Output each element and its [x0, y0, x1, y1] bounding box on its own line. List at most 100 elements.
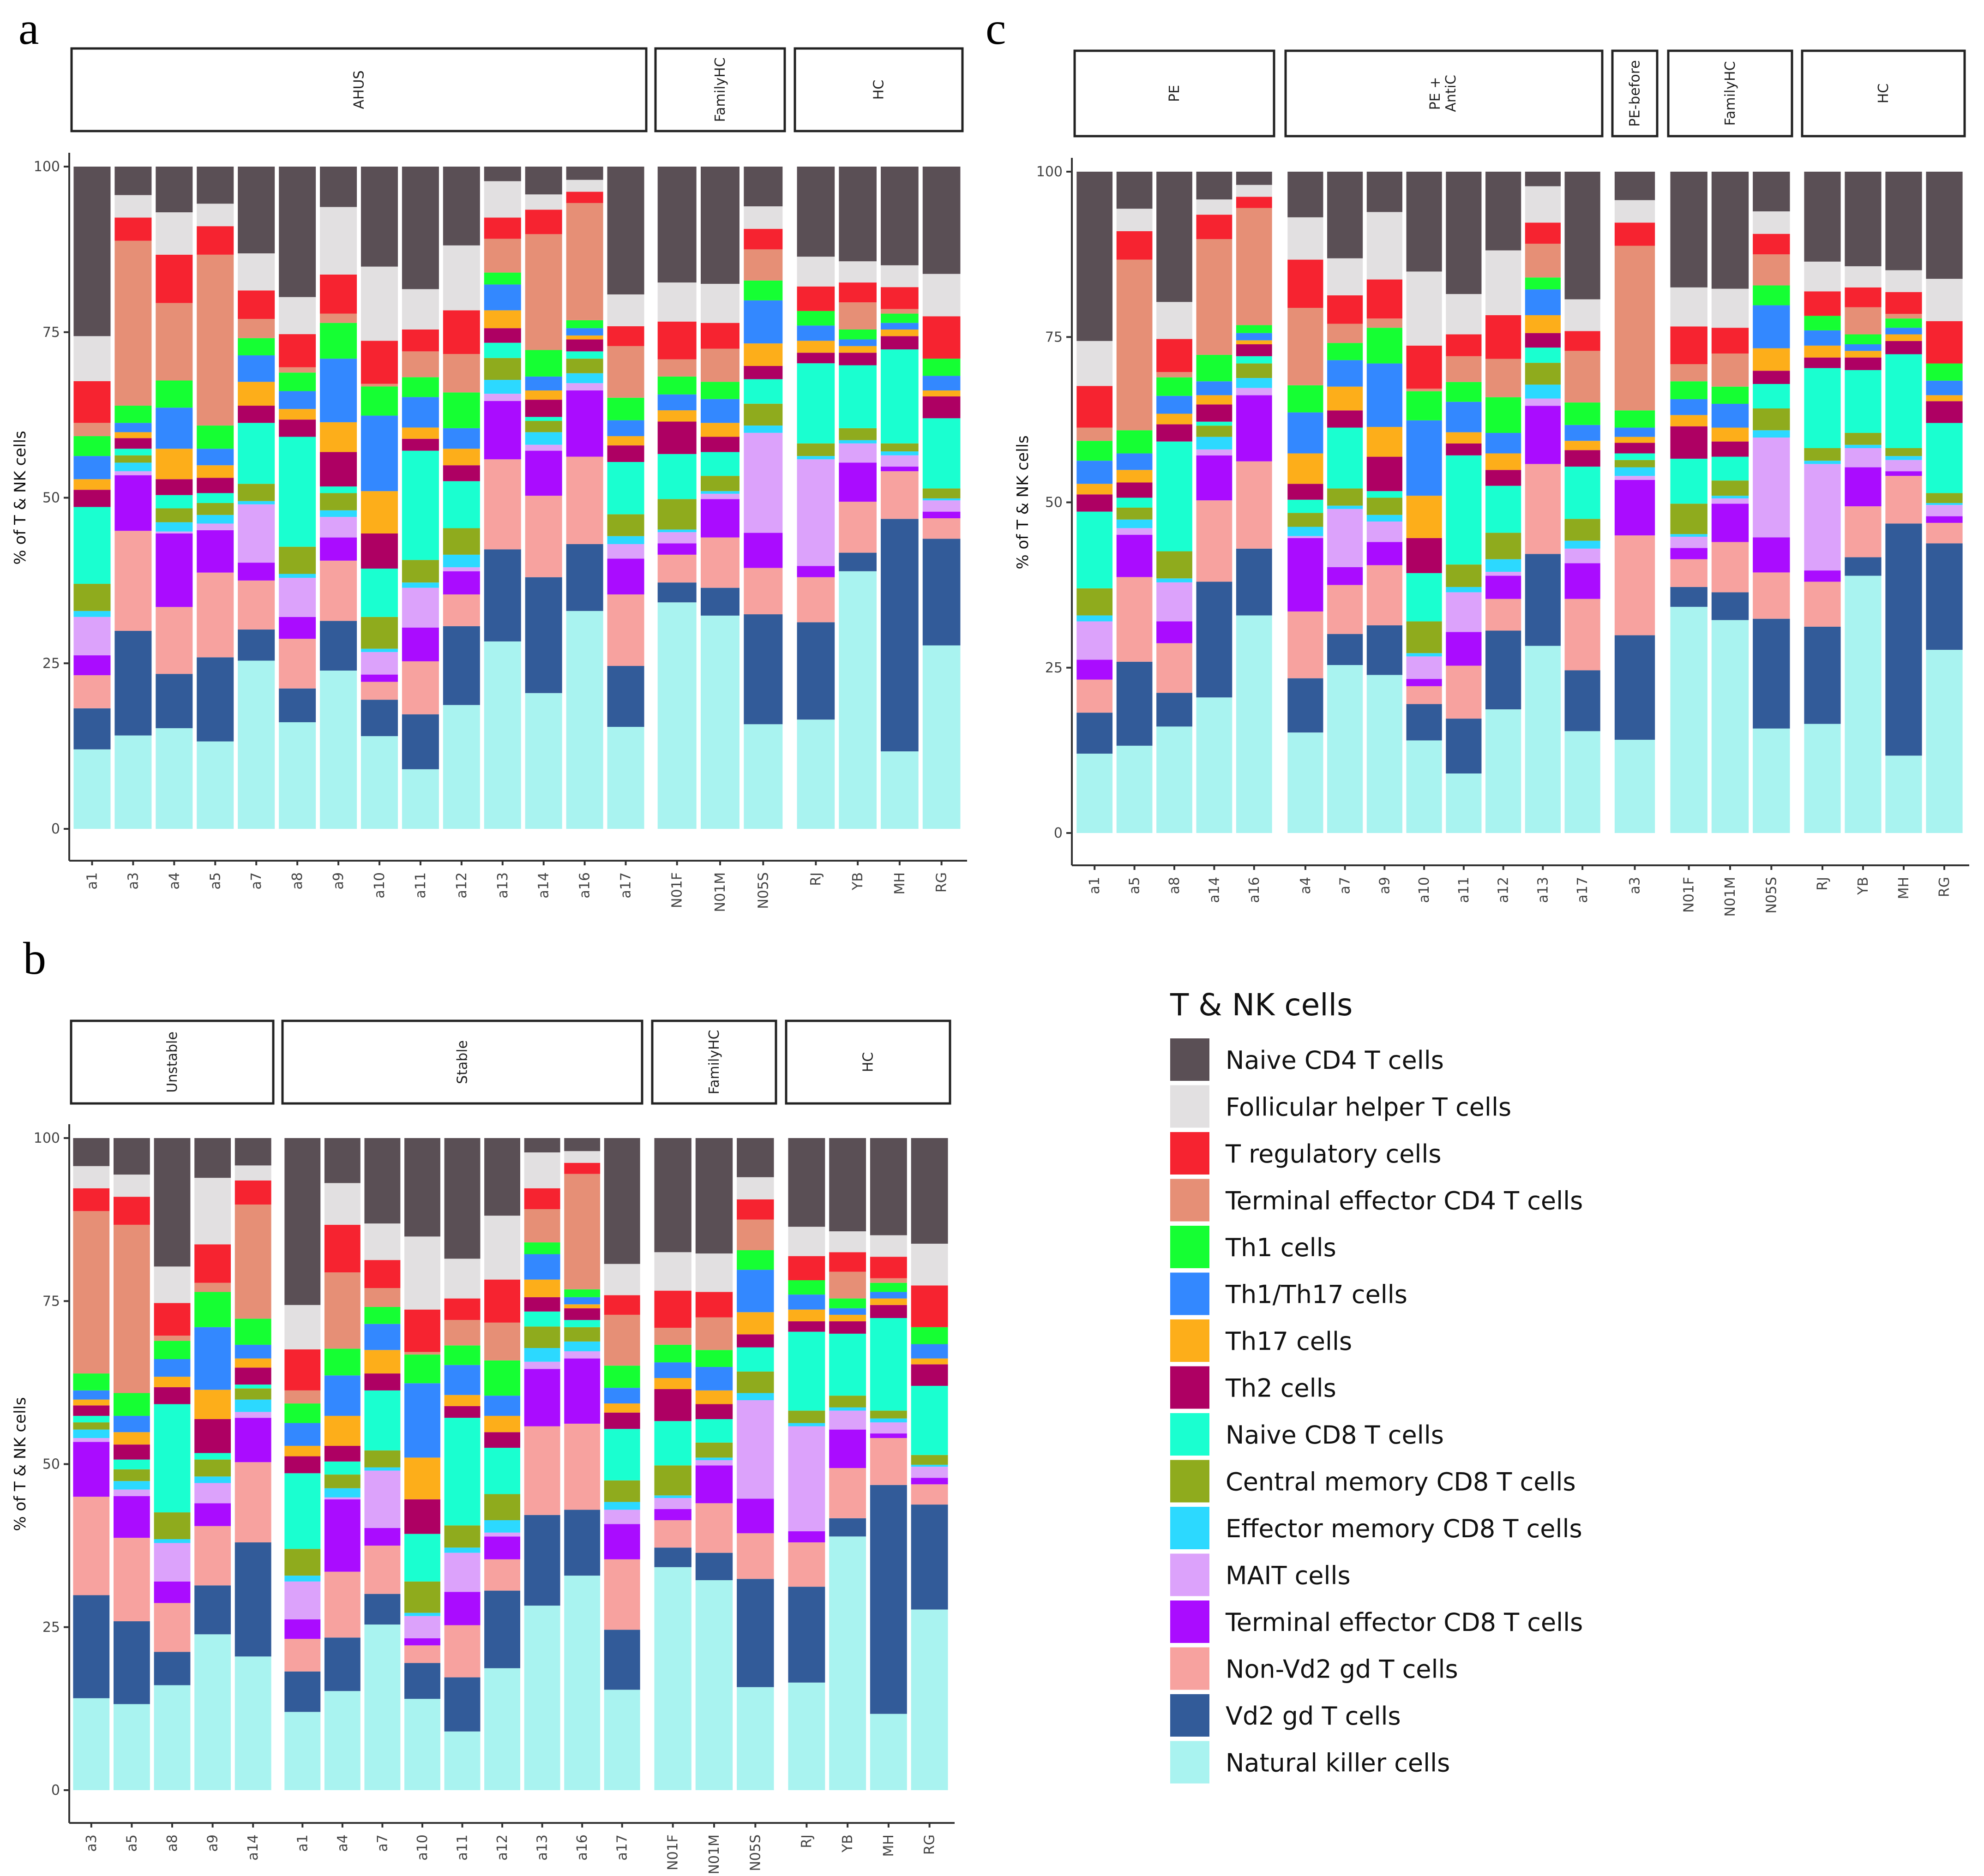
legend-label: Terminal effector CD4 T cells — [1225, 1187, 1583, 1216]
bar-segment-t-regulatory-cells — [1116, 231, 1153, 260]
bar-segment-t-regulatory-cells — [566, 192, 603, 203]
bar-segment-th1-th17-cells — [1156, 396, 1192, 414]
bar-segment-follicular-helper-t-cells — [1711, 288, 1749, 328]
stacked-bar-a1 — [284, 1138, 321, 1790]
bar-segment-terminal-effector-cd4-t-cells — [194, 1283, 231, 1292]
bar-segment-follicular-helper-t-cells — [234, 1165, 271, 1181]
bar-segment-terminal-effector-cd8-t-cells — [829, 1429, 866, 1468]
bar-segment-naive-cd8-t-cells — [607, 462, 644, 515]
bar-segment-central-memory-cd8-t-cells — [197, 503, 234, 515]
stacked-bar-RJ — [788, 1138, 825, 1790]
bar-segment-naive-cd4-t-cells — [197, 167, 234, 204]
bar-segment-th2-cells — [654, 1389, 691, 1421]
bar-segment-th1-cells — [525, 350, 562, 377]
bar-segment-mait-cells — [444, 1552, 481, 1592]
bar-segment-mait-cells — [797, 459, 835, 566]
facet-strip-label: Stable — [455, 1040, 471, 1084]
bar-segment-vd2-gd-t-cells — [1156, 693, 1192, 727]
bar-segment-terminal-effector-cd4-t-cells — [701, 348, 739, 382]
bar-segment-th1-th17-cells — [114, 423, 152, 432]
bar-segment-follicular-helper-t-cells — [1236, 185, 1272, 197]
bar-segment-central-memory-cd8-t-cells — [829, 1396, 866, 1408]
stacked-bar-a1 — [1076, 172, 1113, 833]
stacked-bar-RJ — [797, 167, 835, 829]
bar-segment-naive-cd8-t-cells — [1614, 453, 1655, 460]
bar-segment-th17-cells — [279, 409, 316, 420]
bar-segment-terminal-effector-cd4-t-cells — [604, 1314, 640, 1366]
bar-segment-non-vd2-gd-t-cells — [402, 661, 439, 714]
stacked-bar-a14 — [234, 1138, 271, 1790]
bar-segment-follicular-helper-t-cells — [197, 204, 234, 227]
bar-segment-effector-memory-cd8-t-cells — [1327, 505, 1363, 509]
y-tick-label: 25 — [1045, 660, 1063, 676]
bar-segment-natural-killer-cells — [1885, 755, 1922, 833]
bar-segment-vd2-gd-t-cells — [829, 1518, 866, 1537]
bar-segment-terminal-effector-cd8-t-cells — [238, 563, 275, 581]
x-tick-label: a3 — [125, 872, 141, 889]
x-tick-label: N01M — [712, 872, 728, 912]
bar-segment-t-regulatory-cells — [604, 1295, 640, 1315]
bar-segment-effector-memory-cd8-t-cells — [1406, 653, 1442, 657]
bar-segment-natural-killer-cells — [484, 641, 521, 829]
bar-segment-non-vd2-gd-t-cells — [744, 568, 783, 615]
x-tick-label: a12 — [454, 872, 470, 899]
bar-segment-th17-cells — [156, 449, 193, 479]
bar-segment-central-memory-cd8-t-cells — [361, 617, 398, 649]
bar-segment-mait-cells — [654, 1498, 691, 1509]
x-tick-label: MH — [1896, 877, 1912, 899]
bar-segment-th17-cells — [564, 1304, 601, 1308]
bar-segment-th1-th17-cells — [484, 1396, 521, 1416]
bar-segment-terminal-effector-cd8-t-cells — [484, 1536, 521, 1559]
y-axis-title: % of T & NK cells — [1014, 435, 1032, 569]
legend-item: T regulatory cells — [1170, 1132, 1442, 1175]
bar-segment-th2-cells — [156, 479, 193, 495]
bar-segment-naive-cd4-t-cells — [73, 167, 111, 336]
bar-segment-naive-cd4-t-cells — [604, 1138, 640, 1264]
x-tick-label: N01M — [706, 1834, 722, 1875]
bar-segment-non-vd2-gd-t-cells — [1196, 500, 1232, 582]
legend-item: Terminal effector CD4 T cells — [1170, 1179, 1583, 1222]
bar-segment-vd2-gd-t-cells — [1446, 719, 1482, 774]
bar-segment-t-regulatory-cells — [1670, 326, 1707, 365]
bar-segment-natural-killer-cells — [1614, 739, 1655, 833]
y-axis-title: % of T & NK cells — [11, 431, 30, 564]
bar-segment-terminal-effector-cd8-t-cells — [607, 558, 644, 595]
x-tick-label: a11 — [1456, 877, 1472, 903]
bar-segment-th1-th17-cells — [73, 1390, 110, 1400]
bar-segment-natural-killer-cells — [73, 1698, 110, 1790]
bar-segment-naive-cd8-t-cells — [604, 1429, 640, 1480]
bar-segment-terminal-effector-cd8-t-cells — [1926, 516, 1963, 523]
bar-segment-mait-cells — [788, 1426, 825, 1532]
facet-strip-label-line: PE + — [1427, 77, 1443, 110]
stacked-bar-a17 — [607, 167, 644, 829]
bar-segment-th17-cells — [829, 1314, 866, 1322]
bar-segment-terminal-effector-cd8-t-cells — [197, 530, 234, 573]
bar-segment-effector-memory-cd8-t-cells — [361, 648, 398, 652]
bar-segment-naive-cd4-t-cells — [566, 167, 603, 180]
y-tick-label: 25 — [42, 655, 60, 671]
bar-segment-th1-th17-cells — [737, 1270, 774, 1313]
bar-segment-follicular-helper-t-cells — [1804, 261, 1841, 292]
bar-segment-th2-cells — [484, 1432, 521, 1448]
bar-segment-t-regulatory-cells — [1926, 321, 1963, 364]
bar-segment-t-regulatory-cells — [1196, 215, 1232, 240]
bar-segment-central-memory-cd8-t-cells — [564, 1327, 601, 1342]
bar-segment-terminal-effector-cd8-t-cells — [1287, 538, 1323, 611]
x-tick-label: a13 — [1535, 877, 1551, 903]
bar-segment-th1-th17-cells — [604, 1388, 640, 1404]
bar-segment-th1-th17-cells — [1614, 427, 1655, 437]
bar-segment-central-memory-cd8-t-cells — [1366, 497, 1402, 515]
bar-segment-terminal-effector-cd8-t-cells — [1564, 563, 1600, 599]
bar-segment-non-vd2-gd-t-cells — [154, 1603, 191, 1652]
bar-segment-t-regulatory-cells — [881, 287, 919, 309]
bar-segment-th1-cells — [1670, 381, 1707, 399]
stacked-bar-a11 — [402, 167, 439, 829]
legend-swatch — [1170, 1460, 1209, 1503]
bar-segment-follicular-helper-t-cells — [484, 181, 521, 218]
bar-segment-naive-cd4-t-cells — [1156, 172, 1192, 302]
bar-segment-non-vd2-gd-t-cells — [1116, 577, 1153, 662]
bar-segment-naive-cd8-t-cells — [1236, 356, 1272, 364]
bar-segment-th2-cells — [1926, 401, 1963, 423]
bar-segment-th1-cells — [1327, 343, 1363, 360]
bar-segment-natural-killer-cells — [1564, 731, 1600, 833]
